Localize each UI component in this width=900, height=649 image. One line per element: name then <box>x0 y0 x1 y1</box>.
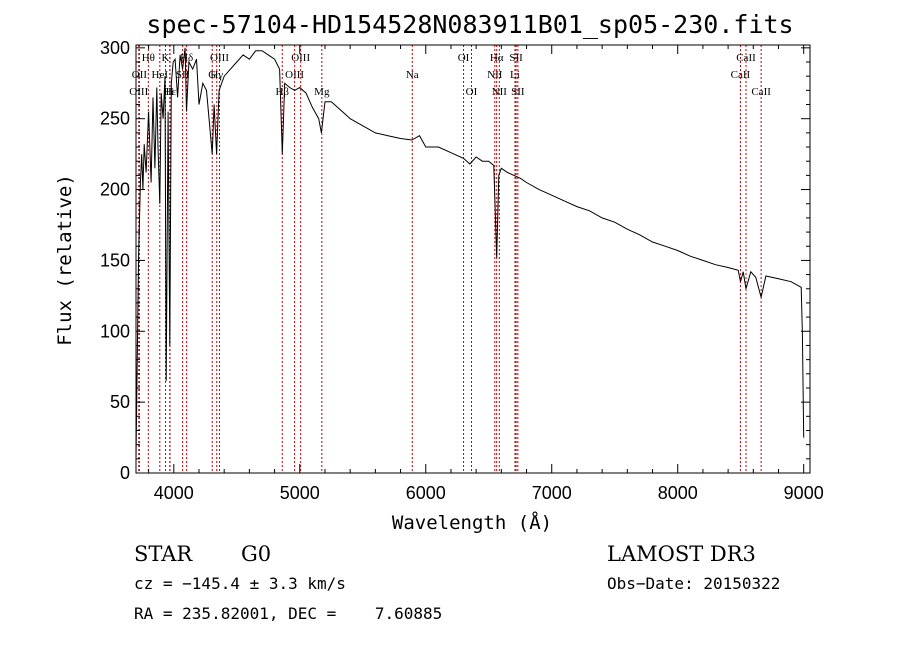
marker-label-9: G <box>208 69 216 81</box>
marker-label-21: NII <box>492 86 508 98</box>
marker-label-26: CaII <box>731 69 751 81</box>
marker-label-24: SII <box>511 86 525 98</box>
marker-label-19: Hα <box>490 52 504 64</box>
marker-label-10: OIII <box>210 52 229 64</box>
marker-label-0: Hθ <box>142 52 155 64</box>
marker-label-17: OI <box>458 52 470 64</box>
marker-label-7: Hδ <box>180 52 193 64</box>
marker-label-1: OII <box>132 69 148 81</box>
x-tick-label-4: 8000 <box>658 483 698 503</box>
marker-label-3: HeI <box>152 69 169 81</box>
marker-label-16: Na <box>406 69 419 81</box>
y-axis-label: Flux (relative) <box>54 174 76 346</box>
y-tick-label-6: 300 <box>100 38 130 58</box>
redshift-cz: cz = −145.4 ± 3.3 km/s <box>134 574 346 593</box>
marker-label-25: CaII <box>736 52 756 64</box>
marker-label-13: OIII <box>291 52 310 64</box>
marker-label-23: Li <box>510 69 520 81</box>
y-tick-label-2: 100 <box>100 321 130 341</box>
x-tick-label-2: 6000 <box>406 483 446 503</box>
y-tick-label-3: 150 <box>100 250 130 270</box>
x-axis-label: Wavelength (Å) <box>392 511 552 534</box>
marker-label-27: CaII <box>751 86 771 98</box>
chart-title: spec-57104-HD154528N083911B01_sp05-230.f… <box>146 10 793 39</box>
y-tick-label-5: 250 <box>100 109 130 129</box>
marker-label-14: OIII <box>285 69 304 81</box>
marker-label-18: OI <box>466 86 478 98</box>
object-type: STAR <box>134 542 193 566</box>
line-markers <box>138 45 762 473</box>
marker-label-20: NII <box>487 69 503 81</box>
marker-label-11: Hγ <box>210 69 223 81</box>
x-tick-label-3: 7000 <box>532 483 572 503</box>
marker-label-4: K <box>162 52 170 64</box>
y-tick-label-1: 50 <box>110 392 130 412</box>
x-axis-ticks: 4000 5000 6000 7000 8000 9000 <box>148 45 824 503</box>
observation-date: Obs−Date: 20150322 <box>607 574 780 593</box>
marker-label-15: Mg <box>314 86 330 98</box>
marker-label-6: H <box>166 86 174 98</box>
y-tick-label-4: 200 <box>100 180 130 200</box>
marker-label-12: Hβ <box>275 86 289 98</box>
y-tick-label-0: 0 <box>120 463 130 483</box>
x-tick-label-5: 9000 <box>784 483 824 503</box>
survey-name: LAMOST DR3 <box>607 542 756 566</box>
spectrum-line <box>135 47 805 459</box>
plot-frame <box>135 44 811 474</box>
y-axis-ticks: 0 50 100 150 200 250 300 <box>100 38 810 483</box>
ra-dec-coordinates: RA = 235.82001, DEC = 7.60885 <box>134 604 442 623</box>
marker-label-2: OIII <box>129 86 148 98</box>
x-tick-label-1: 5000 <box>280 483 320 503</box>
marker-label-22: SII <box>509 52 523 64</box>
object-subclass: G0 <box>241 542 271 566</box>
marker-label-5: Hε <box>164 86 177 98</box>
x-tick-label-0: 4000 <box>154 483 194 503</box>
